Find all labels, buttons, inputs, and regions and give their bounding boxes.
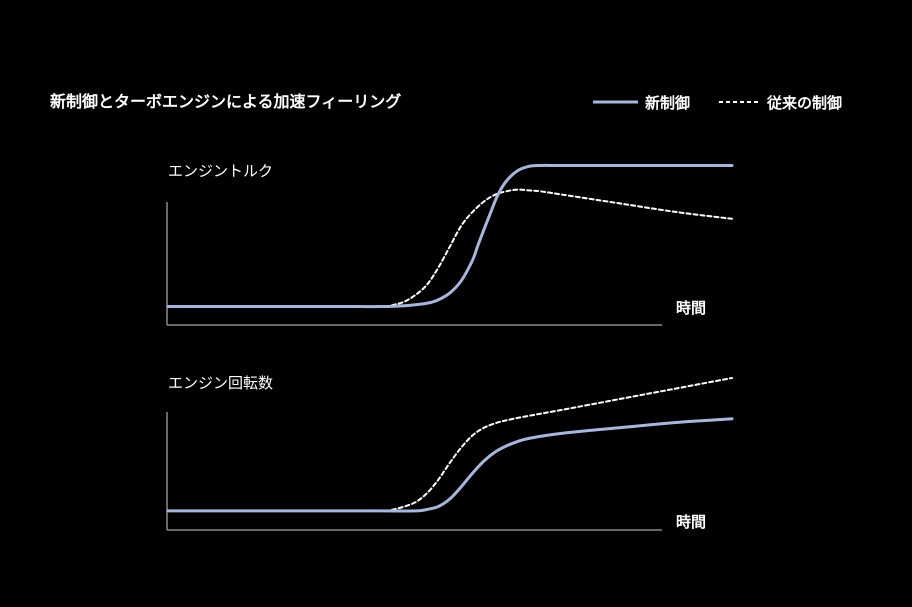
torque-ylabel: エンジントルク [168, 162, 273, 180]
rpm-xlabel: 時間 [676, 513, 706, 531]
legend-label-new-control: 新制御 [645, 94, 690, 112]
torque-series-conventional-control [167, 188, 733, 308]
rpm-ylabel: エンジン回転数 [168, 374, 273, 392]
legend-label-conventional-control: 従来の制御 [766, 94, 842, 112]
chart-panel [0, 48, 912, 560]
rpm-series-new-control [166, 417, 734, 513]
rpm-panel: エンジン回転数 時間 [166, 374, 734, 531]
legend: 新制御 従来の制御 [593, 94, 842, 112]
torque-panel: エンジントルク 時間 [166, 162, 734, 326]
torque-xlabel: 時間 [676, 299, 706, 317]
rpm-series-conventional-control [167, 377, 733, 512]
chart-title: 新制御とターボエンジンによる加速フィーリング [50, 92, 401, 111]
torque-series-new-control [166, 163, 734, 309]
